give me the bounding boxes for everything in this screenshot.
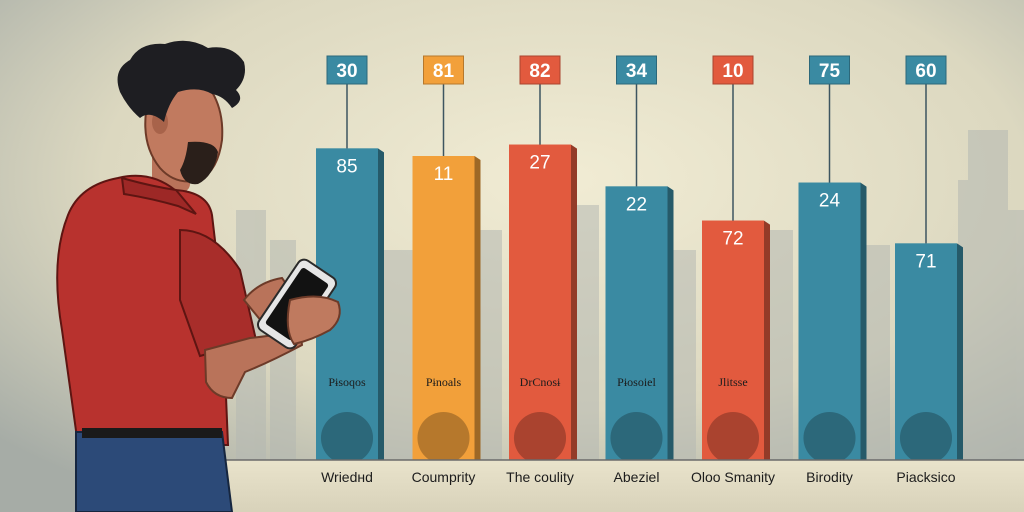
callout-box <box>519 55 561 85</box>
right-hand <box>286 295 341 346</box>
crowd-silhouette <box>899 412 953 464</box>
bar-top <box>316 148 378 153</box>
bar-top <box>412 156 475 160</box>
bar <box>509 144 571 460</box>
beard <box>180 141 218 185</box>
callout-value: 75 <box>819 61 841 82</box>
person-illustration <box>56 40 341 512</box>
crowd-silhouette <box>610 412 663 464</box>
bar-side <box>474 156 481 460</box>
bar-side <box>957 243 963 460</box>
bar-value-label: 85 <box>336 156 357 177</box>
bar-value-label: 22 <box>626 194 647 215</box>
callout-value: 10 <box>722 61 743 82</box>
bar-side <box>764 220 770 460</box>
bar-inner-text: Pɨosoiel <box>617 375 656 389</box>
callout-box <box>423 55 464 85</box>
category-label: Abeziel <box>614 469 660 485</box>
bar-top <box>895 243 957 248</box>
callout-value: 60 <box>915 61 936 82</box>
callout-box <box>616 55 657 85</box>
bar-value-label: 11 <box>434 164 454 185</box>
bar-value-label: 72 <box>722 229 743 250</box>
bar-side <box>378 148 384 460</box>
bar-inner-text: Pɨnoals <box>426 375 462 389</box>
bar-value-label: 27 <box>529 153 550 174</box>
bar-inner-text: Pɨsoqos <box>328 375 366 389</box>
category-label: Coumprity <box>412 469 476 485</box>
bar-inner-text: DrCnosɨ <box>520 375 561 389</box>
bar-side <box>571 144 577 460</box>
bar-side <box>860 182 867 460</box>
skyline-silhouette <box>236 130 1024 460</box>
crowd-silhouette <box>320 412 374 464</box>
crowd-silhouette <box>706 412 760 464</box>
floor <box>205 460 1024 512</box>
labels-layer: 30 85 Pɨsoqos Wriedнd 81 11 Pɨnoals Coumprity 82… <box>321 55 956 485</box>
callout-value: 82 <box>529 61 550 82</box>
jeans <box>75 431 234 512</box>
bar-value-label: 24 <box>819 191 841 212</box>
crowd-silhouette <box>513 412 567 464</box>
bar <box>412 156 475 460</box>
category-label: Birodity <box>806 469 853 485</box>
callout-value: 81 <box>433 61 455 82</box>
category-label: Piacksico <box>896 469 955 485</box>
callout-box <box>905 55 947 85</box>
category-label: Wriedнd <box>321 469 373 485</box>
bar-top <box>509 144 571 149</box>
callout-value: 34 <box>626 61 648 82</box>
bar-top <box>702 220 764 225</box>
bar-value-label: 71 <box>915 251 936 272</box>
hair <box>117 40 245 122</box>
bars-layer <box>316 144 963 464</box>
crowd-silhouette <box>803 412 856 464</box>
belt <box>82 428 222 438</box>
bar-side <box>667 186 674 460</box>
callout-box <box>809 55 850 85</box>
callout-value: 30 <box>336 61 357 82</box>
callout-box <box>326 55 368 85</box>
callout-box <box>712 55 754 85</box>
crowd-silhouette <box>417 412 470 464</box>
category-label: The coulity <box>506 469 574 485</box>
bar-top <box>605 186 668 191</box>
bar-top <box>798 182 861 187</box>
bar-inner-text: Jlitsse <box>718 375 747 389</box>
shirt-collar <box>120 176 197 215</box>
category-label: Oloo Smanity <box>691 469 775 485</box>
